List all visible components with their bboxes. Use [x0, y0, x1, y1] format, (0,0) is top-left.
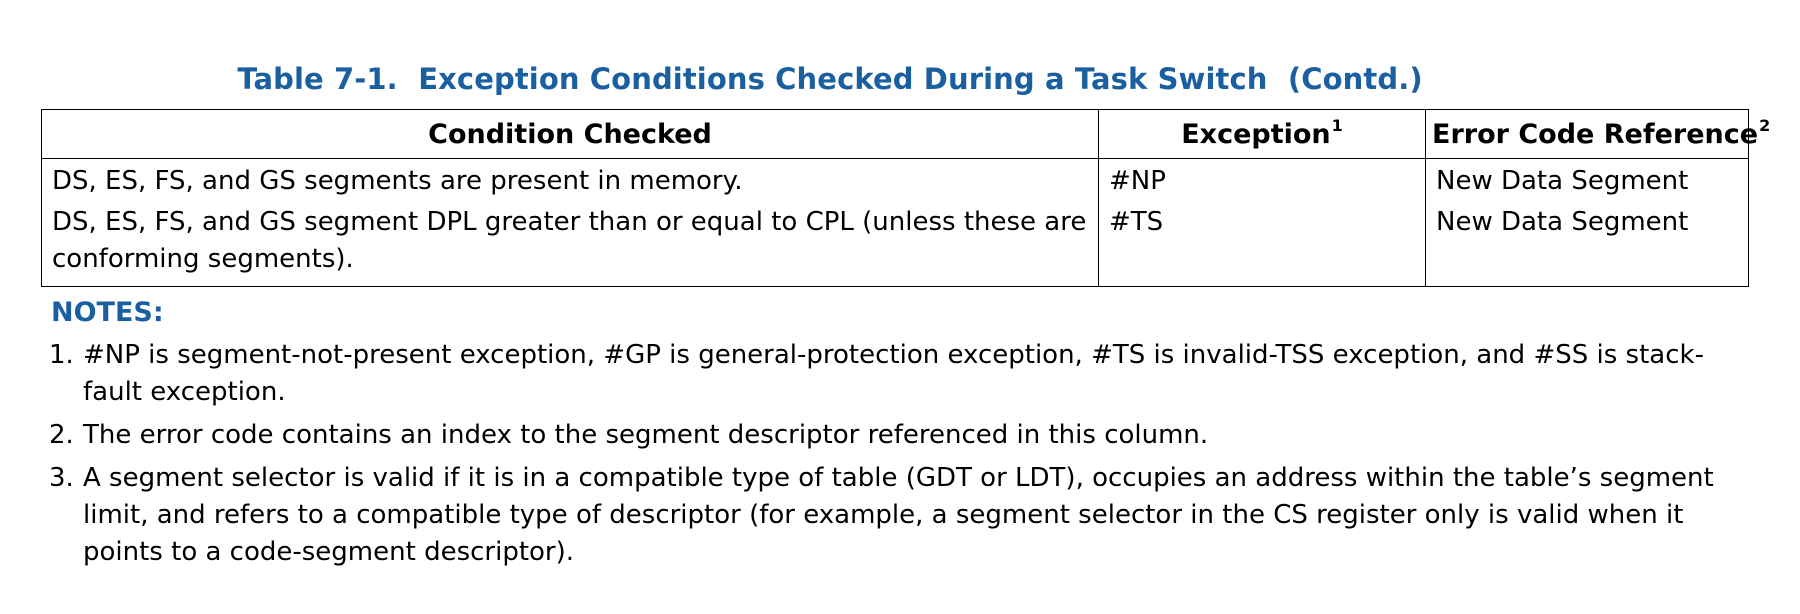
table-header-row: Condition Checked Exception1 Error Code …: [41, 109, 1770, 159]
cell-error-code: New Data Segment: [1425, 158, 1749, 200]
cell-exception: #NP: [1098, 158, 1426, 200]
note-text: #NP is segment-not-present exception, #G…: [83, 340, 1704, 407]
footnote-ref-2: 2: [1759, 115, 1771, 135]
table-title: Table 7-1. Exception Conditions Checked …: [237, 62, 1423, 96]
cell-exception: #TS: [1098, 200, 1426, 287]
header-condition-checked: Condition Checked: [41, 109, 1099, 159]
header-error-code-label: Error Code Reference: [1432, 118, 1759, 150]
cell-condition: DS, ES, FS, and GS segment DPL greater t…: [41, 200, 1099, 287]
note-text: A segment selector is valid if it is in …: [83, 463, 1714, 567]
header-error-code-reference: Error Code Reference2: [1425, 109, 1770, 159]
notes-list: 1. #NP is segment-not-present exception,…: [49, 337, 1739, 577]
header-exception-label: Exception: [1181, 118, 1331, 150]
note-item: 3. A segment selector is valid if it is …: [49, 460, 1739, 571]
note-number: 2.: [49, 420, 74, 450]
cell-error-code: New Data Segment: [1425, 200, 1749, 287]
note-item: 2. The error code contains an index to t…: [49, 417, 1739, 454]
note-number: 3.: [49, 463, 74, 493]
exception-conditions-table: Condition Checked Exception1 Error Code …: [41, 109, 1770, 287]
header-condition-label: Condition Checked: [428, 118, 712, 150]
notes-heading: NOTES:: [51, 297, 164, 328]
footnote-ref-1: 1: [1331, 115, 1343, 135]
note-text: The error code contains an index to the …: [83, 420, 1209, 450]
header-exception: Exception1: [1098, 109, 1426, 159]
note-item: 1. #NP is segment-not-present exception,…: [49, 337, 1739, 411]
table-row: DS, ES, FS, and GS segment DPL greater t…: [41, 200, 1749, 287]
note-number: 1.: [49, 340, 74, 370]
table-row: DS, ES, FS, and GS segments are present …: [41, 158, 1749, 200]
cell-condition: DS, ES, FS, and GS segments are present …: [41, 158, 1099, 200]
